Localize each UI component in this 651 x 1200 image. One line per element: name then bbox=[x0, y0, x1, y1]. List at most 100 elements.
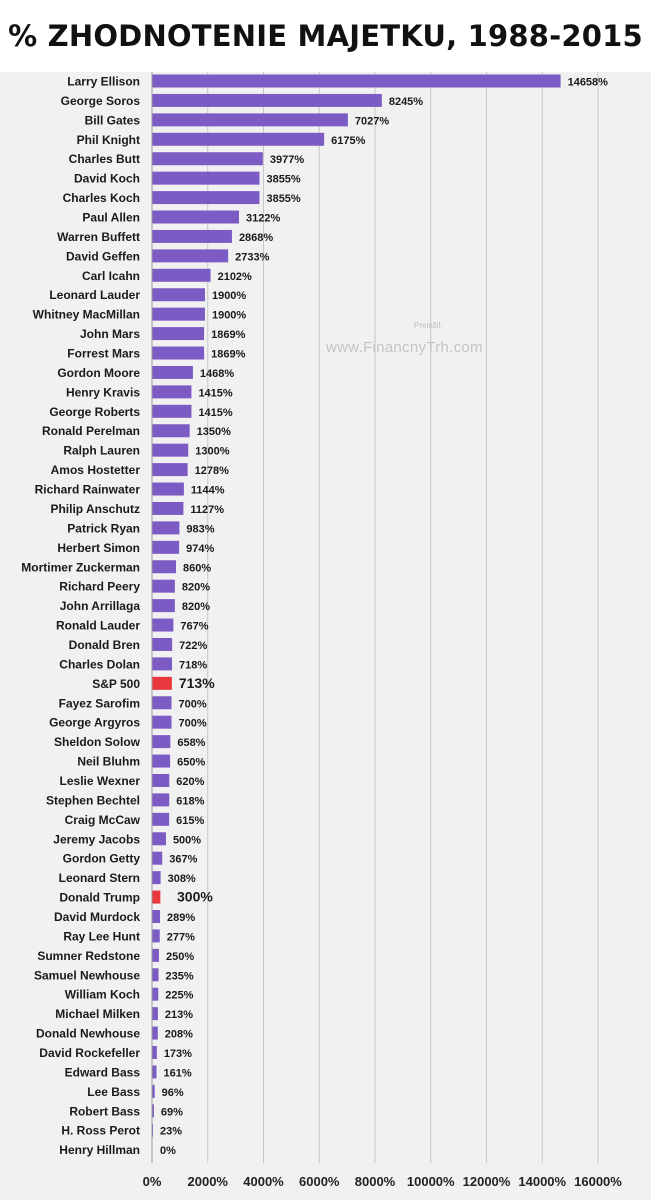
value-label: 14658% bbox=[568, 77, 609, 89]
category-label: Gordon Getty bbox=[63, 852, 141, 866]
bar bbox=[152, 793, 170, 807]
category-label: H. Ross Perot bbox=[61, 1124, 140, 1138]
category-label: Warren Buffett bbox=[57, 230, 140, 244]
category-label: Sumner Redstone bbox=[37, 949, 140, 963]
bar bbox=[152, 579, 175, 593]
category-label: David Koch bbox=[74, 172, 140, 186]
category-label: Phil Knight bbox=[77, 133, 140, 147]
category-label: Donald Trump bbox=[59, 891, 140, 905]
category-label: David Geffen bbox=[66, 249, 140, 263]
category-label: George Argyros bbox=[49, 716, 140, 730]
category-label: Sheldon Solow bbox=[54, 735, 141, 749]
x-tick-label: 14000% bbox=[518, 1174, 566, 1189]
category-label: Jeremy Jacobs bbox=[53, 832, 140, 846]
bar bbox=[152, 851, 163, 865]
category-label: Leslie Wexner bbox=[60, 774, 141, 788]
bar bbox=[152, 501, 184, 515]
category-label: Leonard Lauder bbox=[49, 288, 140, 302]
value-label: 8245% bbox=[389, 96, 423, 108]
value-label: 1869% bbox=[211, 329, 245, 341]
title-bar: % ZHODNOTENIE MAJETKU, 1988-2015 bbox=[0, 0, 651, 72]
category-label: George Roberts bbox=[49, 405, 140, 419]
bar bbox=[152, 1046, 157, 1059]
value-label: 1468% bbox=[200, 368, 234, 380]
category-label: Bill Gates bbox=[85, 113, 141, 127]
category-label: Charles Dolan bbox=[59, 657, 140, 671]
category-label: Paul Allen bbox=[82, 211, 140, 225]
category-label: David Murdock bbox=[54, 910, 140, 924]
value-label: 289% bbox=[167, 912, 195, 924]
category-label: Leonard Stern bbox=[59, 871, 140, 885]
bar bbox=[152, 1065, 157, 1079]
value-label: 235% bbox=[166, 970, 194, 982]
bar bbox=[152, 385, 192, 399]
value-label: 718% bbox=[179, 659, 207, 671]
value-label: 658% bbox=[177, 737, 205, 749]
category-label: Richard Rainwater bbox=[35, 483, 141, 497]
bar bbox=[152, 132, 325, 146]
value-label: 615% bbox=[176, 815, 204, 827]
value-label: 2733% bbox=[235, 251, 269, 263]
value-label: 225% bbox=[165, 990, 193, 1002]
bar bbox=[152, 909, 161, 923]
value-label: 618% bbox=[176, 795, 204, 807]
bar bbox=[152, 152, 263, 166]
bar bbox=[152, 404, 192, 418]
bar bbox=[152, 210, 240, 224]
category-label: Charles Koch bbox=[63, 191, 140, 205]
bar bbox=[152, 599, 175, 613]
category-label: Forrest Mars bbox=[67, 347, 140, 361]
value-label: 820% bbox=[182, 582, 210, 594]
category-label: Ronald Perelman bbox=[42, 424, 140, 438]
category-label: Gordon Moore bbox=[57, 366, 140, 380]
bar bbox=[152, 832, 166, 846]
category-label: John Mars bbox=[80, 327, 140, 341]
value-label: 974% bbox=[186, 543, 214, 555]
watermark-label: Preložil: bbox=[414, 321, 443, 330]
value-label: 7027% bbox=[355, 115, 389, 127]
bar bbox=[152, 1104, 154, 1118]
value-label: 700% bbox=[179, 718, 207, 730]
x-tick-label: 4000% bbox=[243, 1174, 284, 1189]
value-label: 1300% bbox=[195, 446, 229, 458]
value-label: 500% bbox=[173, 834, 201, 846]
bar bbox=[152, 191, 260, 205]
highlight-bar bbox=[152, 676, 172, 690]
bar bbox=[152, 1084, 155, 1098]
value-label: 208% bbox=[165, 1029, 193, 1041]
category-label: Lee Bass bbox=[87, 1085, 140, 1099]
x-tick-label: 10000% bbox=[407, 1174, 455, 1189]
bar bbox=[152, 948, 159, 962]
bar bbox=[152, 365, 193, 379]
bar bbox=[152, 657, 173, 671]
highlight-bar bbox=[152, 890, 161, 904]
bar bbox=[152, 288, 205, 302]
bar bbox=[152, 696, 172, 710]
value-label: 700% bbox=[179, 698, 207, 710]
category-label: Donald Newhouse bbox=[36, 1027, 140, 1041]
value-label: 173% bbox=[164, 1048, 192, 1060]
bar bbox=[152, 113, 348, 127]
value-label: 713% bbox=[179, 675, 215, 691]
bar bbox=[152, 754, 171, 768]
value-label: 213% bbox=[165, 1009, 193, 1021]
category-label: Michael Milken bbox=[55, 1007, 140, 1021]
value-label: 2102% bbox=[218, 271, 252, 283]
value-label: 3122% bbox=[246, 213, 280, 225]
value-label: 3855% bbox=[266, 174, 300, 186]
category-label: Charles Butt bbox=[69, 152, 140, 166]
category-label: Whitney MacMillan bbox=[33, 308, 140, 322]
category-label: S&P 500 bbox=[92, 677, 140, 691]
value-label: 308% bbox=[168, 873, 196, 885]
bar bbox=[152, 1007, 158, 1021]
x-tick-label: 6000% bbox=[299, 1174, 340, 1189]
category-label: Mortimer Zuckerman bbox=[21, 560, 140, 574]
value-label: 300% bbox=[177, 889, 213, 905]
value-label: 1415% bbox=[198, 407, 232, 419]
bar bbox=[152, 268, 211, 282]
value-label: 2868% bbox=[239, 232, 273, 244]
category-label: Donald Bren bbox=[69, 638, 140, 652]
category-label: Fayez Sarofim bbox=[59, 696, 140, 710]
bar bbox=[152, 424, 190, 438]
